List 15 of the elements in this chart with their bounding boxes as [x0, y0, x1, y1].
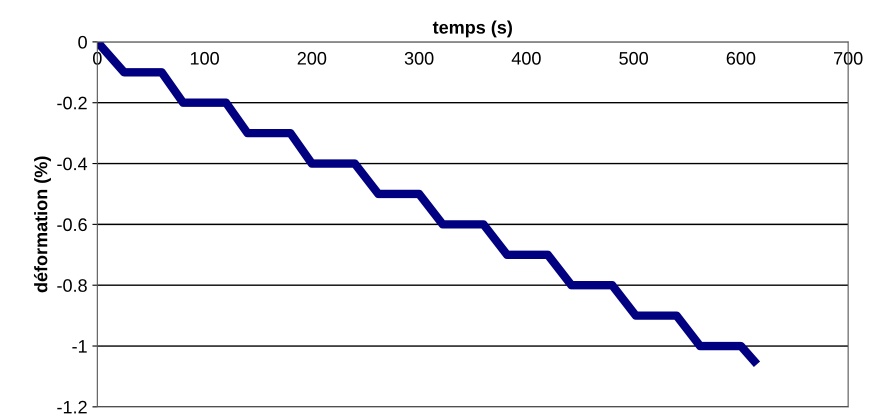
x-axis-title: temps (s): [432, 20, 512, 38]
y-axis-title: déformation (%): [34, 156, 51, 292]
y-tick-label: -1.2: [57, 400, 87, 414]
y-tick-label: -0.6: [57, 218, 87, 232]
y-tick-label: -1: [72, 340, 87, 353]
x-tick-label: 200: [298, 52, 326, 65]
y-tick-label: -0.2: [57, 96, 87, 110]
y-tick-label: -0.8: [57, 279, 87, 292]
x-tick-label: 400: [512, 52, 541, 65]
x-tick-label: 600: [726, 52, 756, 65]
x-tick-label: 300: [404, 52, 434, 65]
x-tick-label: 500: [619, 52, 648, 65]
y-tick-label: -0.4: [57, 157, 88, 170]
y-tick-label: 0: [78, 36, 87, 49]
x-tick-label: 100: [190, 52, 219, 65]
